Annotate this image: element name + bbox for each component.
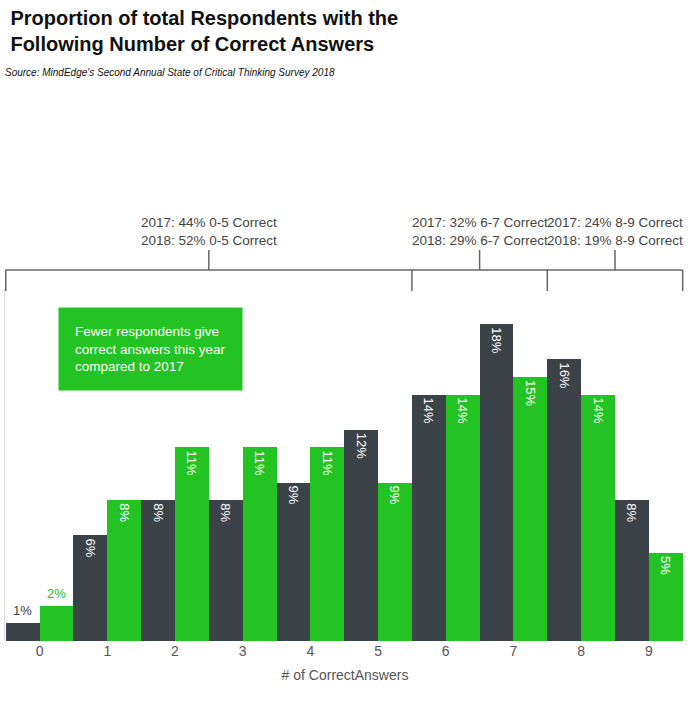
svg-text:5%: 5%	[658, 556, 673, 575]
svg-text:8: 8	[577, 643, 585, 659]
svg-text:14%: 14%	[591, 398, 606, 424]
svg-text:11%: 11%	[252, 450, 267, 475]
svg-text:2017: 32% 6-7 Correct2018: 29%: 2017: 32% 6-7 Correct2018: 29% 6-7 Corre…	[412, 215, 548, 248]
svg-text:2%: 2%	[47, 586, 66, 601]
svg-text:Source: MindEdge's Second Annu: Source: MindEdge's Second Annual State o…	[5, 67, 335, 78]
svg-text:12%: 12%	[354, 433, 369, 459]
svg-text:15%: 15%	[523, 380, 538, 406]
svg-text:9%: 9%	[286, 486, 301, 505]
svg-text:4: 4	[306, 643, 314, 659]
svg-text:1: 1	[103, 643, 111, 659]
svg-text:8%: 8%	[151, 503, 166, 522]
svg-text:9%: 9%	[387, 486, 402, 505]
svg-text:2: 2	[171, 643, 179, 659]
svg-text:2017: 24% 8-9 Correct2018: 19%: 2017: 24% 8-9 Correct2018: 19% 8-9 Corre…	[547, 215, 683, 248]
svg-text:18%: 18%	[489, 327, 504, 353]
svg-text:7: 7	[510, 643, 518, 659]
svg-text:8%: 8%	[624, 503, 639, 522]
svg-text:1%: 1%	[13, 603, 32, 618]
svg-text:0: 0	[36, 643, 44, 659]
svg-text:14%: 14%	[421, 398, 436, 424]
svg-text:Proportion of total Respondent: Proportion of total Respondents with the…	[10, 7, 398, 55]
svg-text:8%: 8%	[117, 503, 132, 522]
svg-text:14%: 14%	[455, 398, 470, 424]
svg-text:# of CorrectAnswers: # of CorrectAnswers	[282, 667, 409, 683]
svg-text:2017: 44% 0-5 Correct2018: 52%: 2017: 44% 0-5 Correct2018: 52% 0-5 Corre…	[141, 215, 277, 248]
svg-text:Fewer respondents givecorrect: Fewer respondents givecorrect answers th…	[75, 324, 226, 374]
svg-text:11%: 11%	[320, 450, 335, 475]
svg-text:3: 3	[239, 643, 247, 659]
svg-text:9: 9	[645, 643, 653, 659]
svg-text:11%: 11%	[184, 450, 199, 475]
svg-text:16%: 16%	[557, 362, 572, 388]
svg-text:8%: 8%	[218, 503, 233, 522]
svg-text:5: 5	[374, 643, 382, 659]
svg-text:6%: 6%	[83, 538, 98, 557]
svg-text:6: 6	[442, 643, 450, 659]
